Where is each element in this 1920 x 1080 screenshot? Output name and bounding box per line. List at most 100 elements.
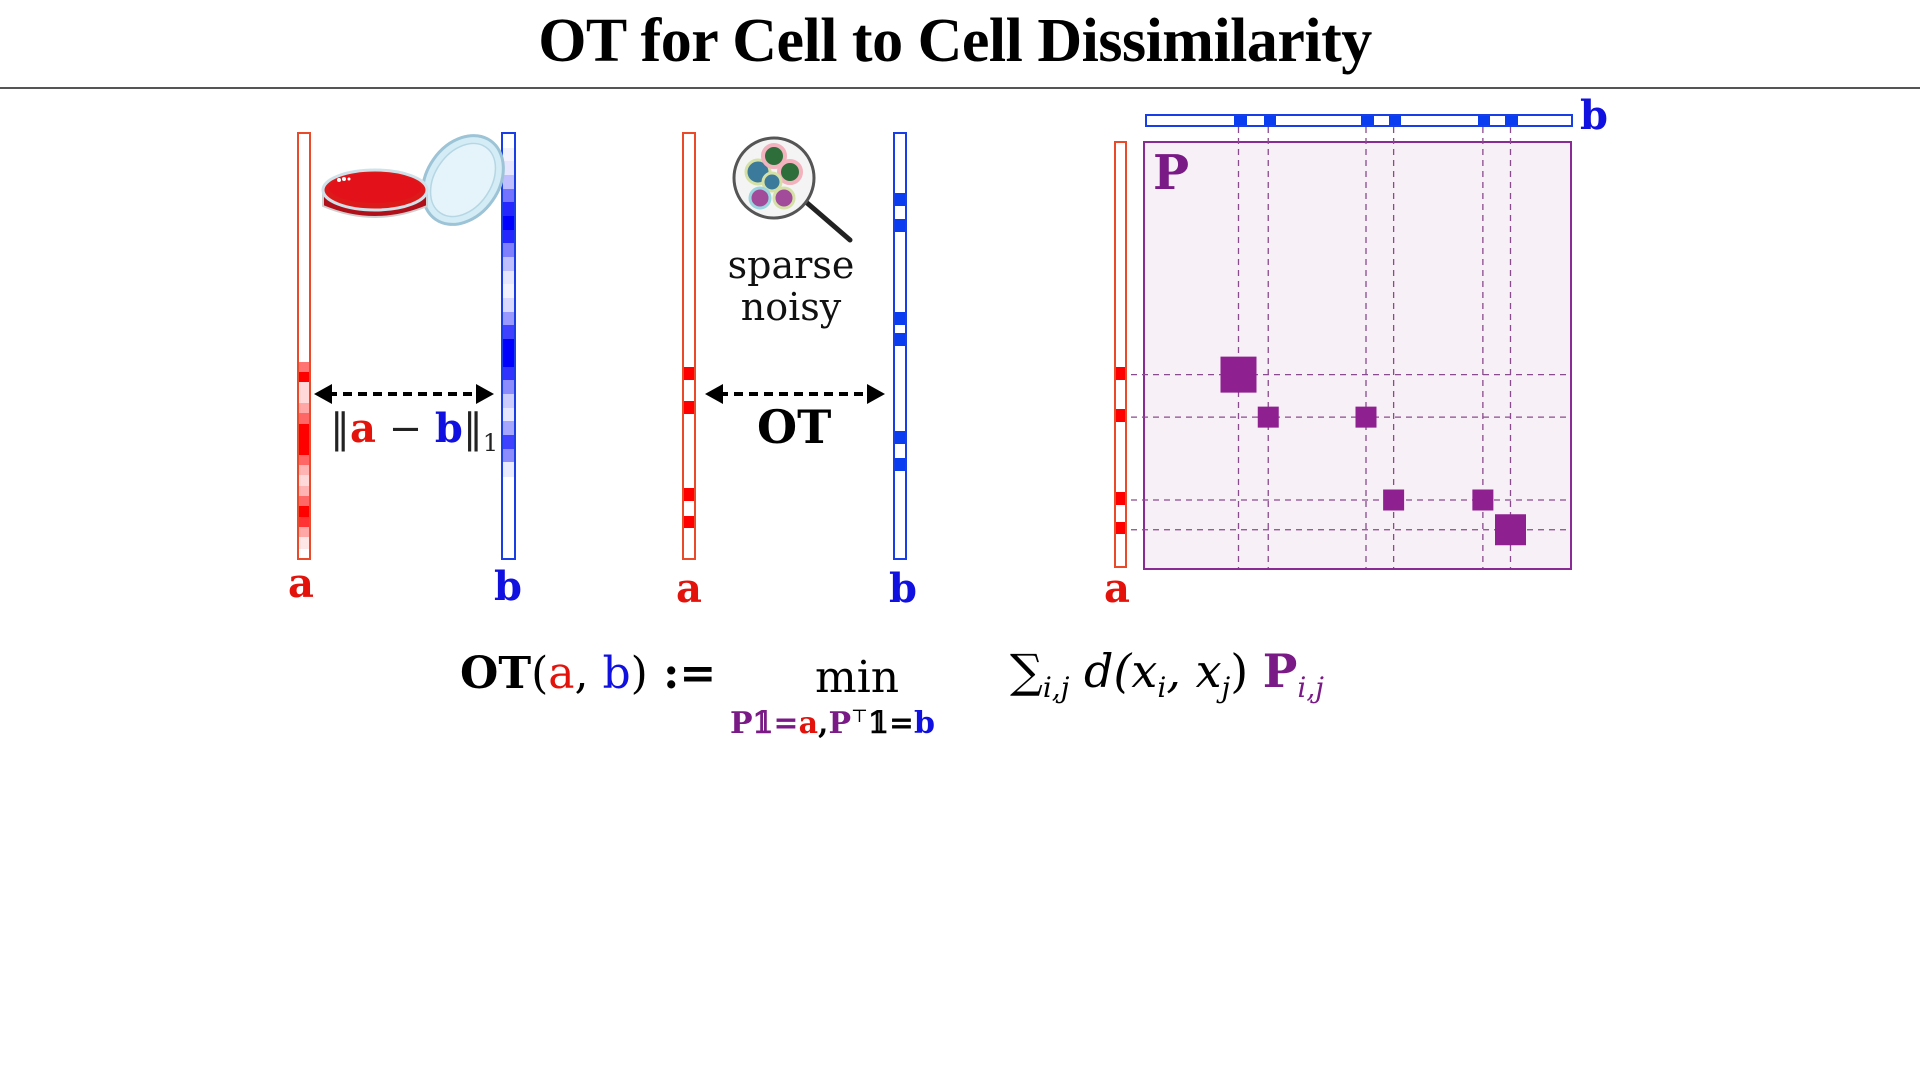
formula-sum: ∑i,j d(xi, xj) Pi,j xyxy=(1010,644,1324,705)
histogram-spike xyxy=(1505,116,1518,125)
histogram-bin xyxy=(503,339,514,355)
histogram-a-sparse xyxy=(682,132,696,560)
sparse-noisy-caption: sparse noisy xyxy=(711,244,871,328)
histogram-bin xyxy=(503,229,514,245)
caption-sparse: sparse xyxy=(727,243,855,287)
histogram-spike xyxy=(684,488,694,501)
histogram-spike xyxy=(895,193,905,207)
histogram-b-sparse xyxy=(893,132,907,560)
histogram-bin xyxy=(503,366,514,382)
ot-formula: OT(a, b) := min P𝟙=a,P⊤𝟙=b ∑i,j d(xi, xj… xyxy=(460,640,1460,750)
transport-entry xyxy=(1355,406,1377,428)
formula-constraints: P𝟙=a,P⊤𝟙=b xyxy=(730,706,935,741)
histogram-bin xyxy=(503,352,514,368)
l1-distance-arrow xyxy=(314,384,494,404)
histogram-bin xyxy=(503,175,514,190)
histogram-bin xyxy=(299,537,309,549)
histogram-bin xyxy=(299,444,309,456)
histogram-spike xyxy=(895,312,905,325)
histogram-spike xyxy=(1116,521,1125,535)
histogram-bin xyxy=(503,257,514,273)
histogram-b-top xyxy=(1145,114,1573,127)
histogram-b-dense xyxy=(501,132,516,560)
histogram-bin xyxy=(503,284,514,300)
histogram-bin xyxy=(503,462,514,478)
histogram-bin xyxy=(503,448,514,464)
histogram-a-dense xyxy=(297,132,311,560)
histogram-bin xyxy=(299,495,309,508)
histogram-bin xyxy=(503,216,514,231)
histogram-bin xyxy=(299,402,309,415)
magnifier-cells-icon xyxy=(732,136,853,243)
histogram-bin xyxy=(299,433,309,446)
ot-arrow-label: OT xyxy=(757,400,832,454)
histogram-bin xyxy=(299,454,309,467)
histogram-spike xyxy=(1233,116,1247,125)
histogram-spike xyxy=(1116,491,1125,505)
ot-distance-arrow xyxy=(705,384,885,404)
histogram-bin xyxy=(299,382,309,394)
matrix-grid xyxy=(1131,127,1570,568)
histogram-bin xyxy=(299,506,309,518)
histogram-bin xyxy=(299,464,309,477)
transport-entry xyxy=(1472,489,1494,511)
histogram-bin xyxy=(503,325,514,341)
title-divider xyxy=(0,87,1920,89)
histogram-spike xyxy=(684,367,694,380)
histogram-bin xyxy=(299,516,309,529)
histogram-bin xyxy=(299,413,309,425)
histogram-spike xyxy=(895,333,905,346)
arrow-head-left-icon xyxy=(314,384,332,404)
label-a-dense: a xyxy=(288,560,314,607)
label-b-dense: b xyxy=(494,563,522,610)
histogram-spike xyxy=(1116,409,1125,423)
histogram-bin xyxy=(503,188,514,204)
histogram-spike xyxy=(895,430,905,444)
histogram-spike xyxy=(684,401,694,414)
histogram-bin xyxy=(299,423,309,436)
histogram-spike xyxy=(1361,116,1374,125)
histogram-bin xyxy=(503,421,514,437)
histogram-bin xyxy=(503,393,514,409)
transport-entry xyxy=(1257,406,1279,428)
histogram-bin xyxy=(299,392,309,405)
histogram-spike xyxy=(684,515,694,529)
histogram-bin xyxy=(299,485,309,498)
histogram-bin xyxy=(503,147,514,163)
histogram-bin xyxy=(503,298,514,314)
petri-dish-icon xyxy=(321,134,505,226)
histogram-bin xyxy=(503,270,514,286)
histogram-bin xyxy=(503,161,514,177)
histogram-bin xyxy=(299,361,309,374)
arrow-head-right-icon xyxy=(867,384,885,404)
histogram-spike xyxy=(895,458,905,472)
histogram-spike xyxy=(1388,116,1402,125)
histogram-bin xyxy=(299,371,309,384)
label-a-sparse: a xyxy=(676,565,702,612)
label-a-matrix: a xyxy=(1104,565,1130,612)
transport-entry xyxy=(1495,514,1526,546)
transport-plan-matrix: P xyxy=(1131,127,1572,570)
histogram-bin xyxy=(299,475,309,487)
histogram-bin xyxy=(503,380,514,396)
transport-entry xyxy=(1383,489,1405,511)
formula-lhs: OT(a, b) := xyxy=(460,648,717,699)
caption-noisy: noisy xyxy=(740,285,842,329)
formula-min: min xyxy=(815,652,900,703)
arrow-head-left-icon xyxy=(705,384,723,404)
histogram-bin xyxy=(503,434,514,450)
histogram-bin xyxy=(503,407,514,423)
histogram-spike xyxy=(1116,367,1125,380)
slide-title: OT for Cell to Cell Dissimilarity xyxy=(538,7,1372,75)
histogram-spike xyxy=(1263,116,1277,125)
matrix-label-P: P xyxy=(1153,145,1190,201)
histogram-bin xyxy=(503,202,514,218)
histogram-a-left xyxy=(1114,141,1127,568)
histogram-spike xyxy=(895,218,905,232)
arrow-head-right-icon xyxy=(476,384,494,404)
l1-norm-label: ‖a − b‖1 xyxy=(330,405,499,457)
label-b-matrix: b xyxy=(1580,92,1608,139)
histogram-bin xyxy=(299,526,309,539)
histogram-bin xyxy=(503,311,514,327)
histogram-spike xyxy=(1477,116,1491,125)
